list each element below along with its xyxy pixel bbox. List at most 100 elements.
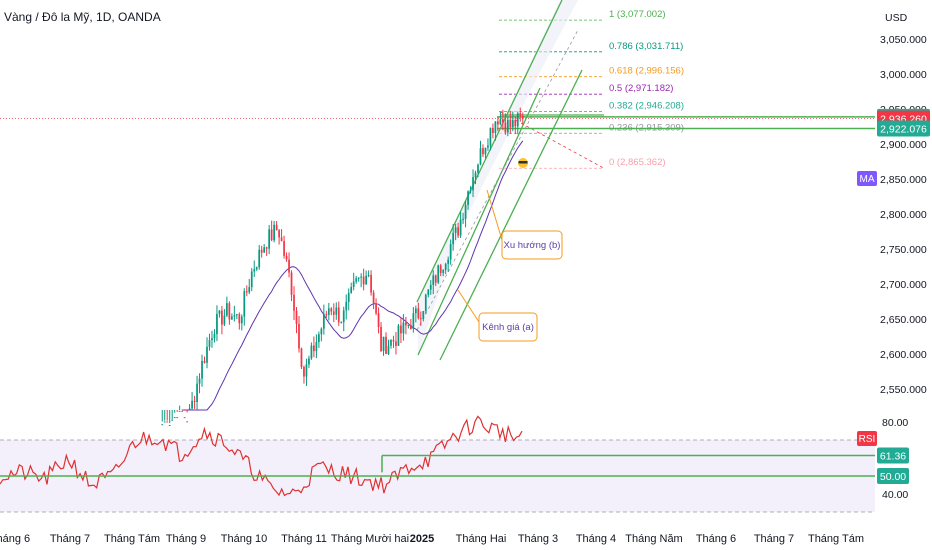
candle bbox=[402, 314, 405, 341]
ma-badge[interactable]: MA bbox=[857, 171, 877, 186]
price-tick-label: 3,050.000 bbox=[880, 34, 927, 46]
candle-body bbox=[482, 148, 484, 155]
candle-body bbox=[245, 291, 248, 293]
candle-body bbox=[295, 310, 298, 324]
rsi-badge[interactable]: 61.36 bbox=[877, 447, 909, 464]
candle bbox=[479, 140, 482, 166]
candle-body bbox=[427, 289, 430, 295]
candle bbox=[382, 336, 385, 356]
annotation-callout[interactable]: Xu hướng (b) bbox=[486, 189, 563, 260]
time-tick-label: Tháng 11 bbox=[281, 533, 327, 545]
candle-body bbox=[223, 315, 226, 325]
candle bbox=[298, 316, 300, 353]
candle-body bbox=[405, 322, 407, 326]
candle bbox=[330, 307, 333, 316]
ma-line bbox=[182, 140, 524, 411]
candle bbox=[497, 117, 499, 132]
candle bbox=[464, 200, 467, 228]
candle bbox=[198, 373, 201, 394]
fib-level-label: 1 (3,077.002) bbox=[609, 9, 666, 20]
fib-level-label: 0 (2,865.362) bbox=[609, 157, 666, 168]
candle-body bbox=[392, 339, 395, 342]
rsi-tick-label: 80.00 bbox=[882, 417, 908, 429]
candle-body bbox=[375, 303, 377, 314]
price-badge[interactable]: 2,922.076 bbox=[877, 120, 930, 137]
candle-body bbox=[412, 313, 415, 330]
candle bbox=[390, 339, 392, 349]
candle bbox=[377, 307, 380, 334]
time-tick-label: Tháng 4 bbox=[576, 533, 616, 545]
candle bbox=[191, 392, 193, 410]
candle bbox=[278, 228, 280, 245]
candle-body bbox=[439, 265, 442, 273]
candle-body bbox=[240, 316, 243, 324]
candle-body bbox=[201, 360, 203, 379]
candle-body bbox=[464, 204, 467, 219]
fib-level-label: 0.786 (3,031.711) bbox=[609, 41, 683, 52]
callout-box bbox=[478, 312, 538, 342]
price-axis[interactable]: 3,050.0003,000.0002,950.0002,900.0002,85… bbox=[857, 34, 930, 396]
ma-badge-bg bbox=[857, 171, 877, 186]
candle bbox=[469, 186, 472, 194]
candle bbox=[240, 314, 243, 331]
candle-body bbox=[494, 121, 497, 133]
candle-body bbox=[288, 259, 290, 273]
candle-body bbox=[260, 249, 263, 253]
candle bbox=[290, 270, 293, 302]
rsi-badge[interactable]: 50.00 bbox=[877, 468, 909, 484]
candle-body bbox=[258, 249, 261, 268]
candle-body bbox=[318, 334, 320, 343]
ma-badge-label: MA bbox=[860, 174, 875, 185]
trend-drawings[interactable] bbox=[416, 0, 875, 361]
candle bbox=[424, 293, 427, 315]
candle-body bbox=[459, 219, 462, 236]
candle-body bbox=[181, 410, 184, 412]
candle bbox=[387, 339, 390, 355]
candle bbox=[211, 330, 213, 348]
channel-lower-line bbox=[417, 87, 541, 356]
candle-body bbox=[521, 115, 524, 119]
callout-pointer bbox=[457, 289, 480, 323]
candle bbox=[482, 144, 484, 158]
candle bbox=[178, 405, 181, 412]
candle-body bbox=[305, 364, 308, 377]
candle-body bbox=[216, 313, 218, 335]
candle bbox=[452, 224, 455, 251]
fib-level-label: 0.5 (2,971.182) bbox=[609, 83, 673, 94]
candle bbox=[504, 113, 507, 135]
candle bbox=[243, 288, 246, 326]
annotations[interactable]: Xu hướng (b) Kênh giá (a) bbox=[457, 158, 563, 342]
rsi-badge-value: 50.00 bbox=[880, 471, 906, 483]
time-tick-label: Tháng Năm bbox=[625, 533, 682, 545]
annotation-callout[interactable]: Kênh giá (a) bbox=[457, 289, 538, 342]
candle-body bbox=[335, 307, 338, 315]
candle-body bbox=[489, 127, 492, 146]
candle-body bbox=[487, 145, 489, 148]
price-tick-label: 2,800.000 bbox=[880, 209, 927, 221]
candle-body bbox=[350, 286, 353, 293]
candle-body bbox=[410, 324, 412, 330]
rsi-label-badge[interactable]: RSI bbox=[857, 431, 877, 446]
candle bbox=[248, 278, 251, 295]
candle-body bbox=[472, 177, 474, 191]
candle-body bbox=[474, 172, 477, 178]
candle bbox=[400, 317, 402, 344]
candle bbox=[514, 116, 517, 135]
rsi-tick-label: 40.00 bbox=[882, 489, 908, 501]
candle bbox=[168, 410, 171, 426]
candle-body bbox=[248, 287, 251, 293]
candle-body bbox=[320, 328, 323, 335]
candle bbox=[506, 116, 509, 137]
candle-body bbox=[273, 224, 275, 241]
candle-body bbox=[345, 301, 348, 311]
candle bbox=[318, 331, 320, 348]
candle-body bbox=[419, 318, 422, 320]
candle bbox=[226, 296, 228, 318]
candle bbox=[414, 305, 417, 323]
candle-body bbox=[462, 218, 464, 220]
time-axis[interactable]: Tháng 6 Tháng 7 Tháng Tám Tháng 9 Tháng 10 Th… bbox=[0, 533, 864, 545]
candle bbox=[511, 111, 514, 132]
candle bbox=[454, 223, 457, 241]
time-tick-label: Tháng 9 bbox=[166, 533, 206, 545]
